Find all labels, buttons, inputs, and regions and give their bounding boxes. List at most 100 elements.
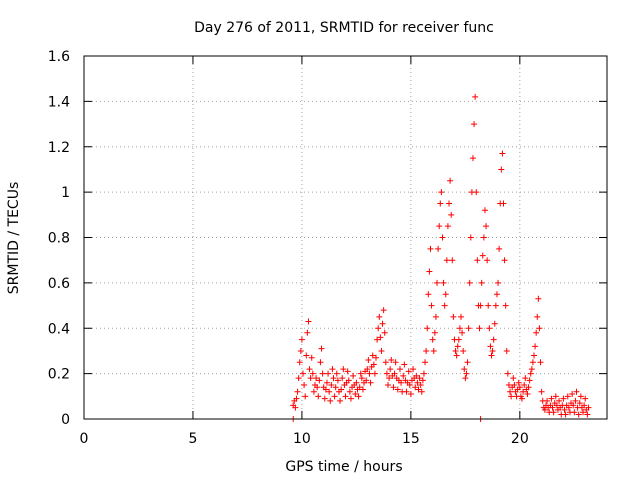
data-point — [326, 388, 333, 395]
data-point — [529, 359, 536, 366]
data-point — [527, 370, 534, 377]
data-point — [460, 347, 467, 354]
data-point — [585, 404, 592, 411]
data-point — [525, 384, 532, 391]
data-point — [535, 295, 542, 302]
data-point — [367, 379, 374, 386]
data-point — [426, 268, 433, 275]
data-point — [419, 377, 426, 384]
data-point — [487, 343, 494, 350]
data-point — [459, 329, 466, 336]
data-point — [371, 370, 378, 377]
data-point — [575, 411, 582, 418]
data-point — [424, 325, 431, 332]
data-point — [295, 375, 302, 382]
data-point — [396, 366, 403, 373]
data-point — [350, 372, 357, 379]
data-point — [352, 391, 359, 398]
data-point — [582, 395, 589, 402]
data-point — [364, 366, 371, 373]
data-point — [338, 386, 345, 393]
data-point — [428, 302, 435, 309]
data-point — [363, 377, 370, 384]
data-point — [446, 200, 453, 207]
data-point — [346, 388, 353, 395]
data-point — [448, 211, 455, 218]
x-tick-label: 10 — [293, 431, 311, 447]
data-point — [560, 395, 567, 402]
data-point — [370, 361, 377, 368]
data-point — [317, 359, 324, 366]
data-point — [365, 357, 372, 364]
data-point — [375, 325, 382, 332]
y-tick-label: 0.2 — [48, 367, 70, 383]
data-point — [457, 313, 464, 320]
data-point — [440, 279, 447, 286]
data-point — [407, 391, 414, 398]
data-point — [369, 352, 376, 359]
data-point — [380, 307, 387, 314]
data-point — [536, 325, 543, 332]
data-point — [423, 347, 430, 354]
data-point — [332, 384, 339, 391]
data-point — [386, 375, 393, 382]
data-point — [463, 370, 470, 377]
data-point — [522, 375, 529, 382]
data-point — [534, 313, 541, 320]
data-point — [455, 336, 462, 343]
data-point — [489, 347, 496, 354]
data-point — [294, 388, 301, 395]
data-point — [358, 375, 365, 382]
chart-title: Day 276 of 2011, SRMTID for receiver fun… — [194, 20, 494, 36]
y-tick-label: 0.4 — [48, 321, 70, 337]
data-point — [301, 381, 308, 388]
data-point — [309, 370, 316, 377]
data-point — [533, 329, 540, 336]
data-point — [329, 366, 336, 373]
data-point — [502, 302, 509, 309]
data-point — [480, 234, 487, 241]
data-point — [553, 402, 560, 409]
data-point — [307, 375, 314, 382]
data-point — [550, 409, 557, 416]
data-point — [414, 379, 421, 386]
data-point — [565, 404, 572, 411]
data-point — [337, 397, 344, 404]
data-point — [515, 379, 522, 386]
data-point — [530, 352, 537, 359]
data-point — [431, 329, 438, 336]
data-point — [461, 366, 468, 373]
data-point — [465, 325, 472, 332]
data-point — [330, 375, 337, 382]
data-point — [498, 166, 505, 173]
data-point — [435, 245, 442, 252]
data-point — [378, 347, 385, 354]
data-point — [316, 377, 323, 384]
data-point — [410, 366, 417, 373]
data-point — [400, 372, 407, 379]
data-point — [403, 388, 410, 395]
data-point — [584, 411, 591, 418]
data-point — [570, 402, 577, 409]
data-point — [484, 257, 491, 264]
data-point — [300, 370, 307, 377]
data-point — [436, 223, 443, 230]
data-point — [511, 381, 518, 388]
data-point — [479, 252, 486, 259]
data-point — [508, 393, 515, 400]
data-point — [430, 347, 437, 354]
data-point — [333, 370, 340, 377]
data-point — [500, 200, 507, 207]
data-point — [401, 361, 408, 368]
data-point — [334, 377, 341, 384]
data-point — [420, 370, 427, 377]
data-point — [322, 386, 329, 393]
data-point — [496, 245, 503, 252]
data-point — [302, 393, 309, 400]
data-point — [308, 354, 315, 361]
data-point — [293, 395, 300, 402]
data-point — [552, 393, 559, 400]
data-point — [524, 391, 531, 398]
data-point — [501, 257, 508, 264]
data-point — [434, 279, 441, 286]
